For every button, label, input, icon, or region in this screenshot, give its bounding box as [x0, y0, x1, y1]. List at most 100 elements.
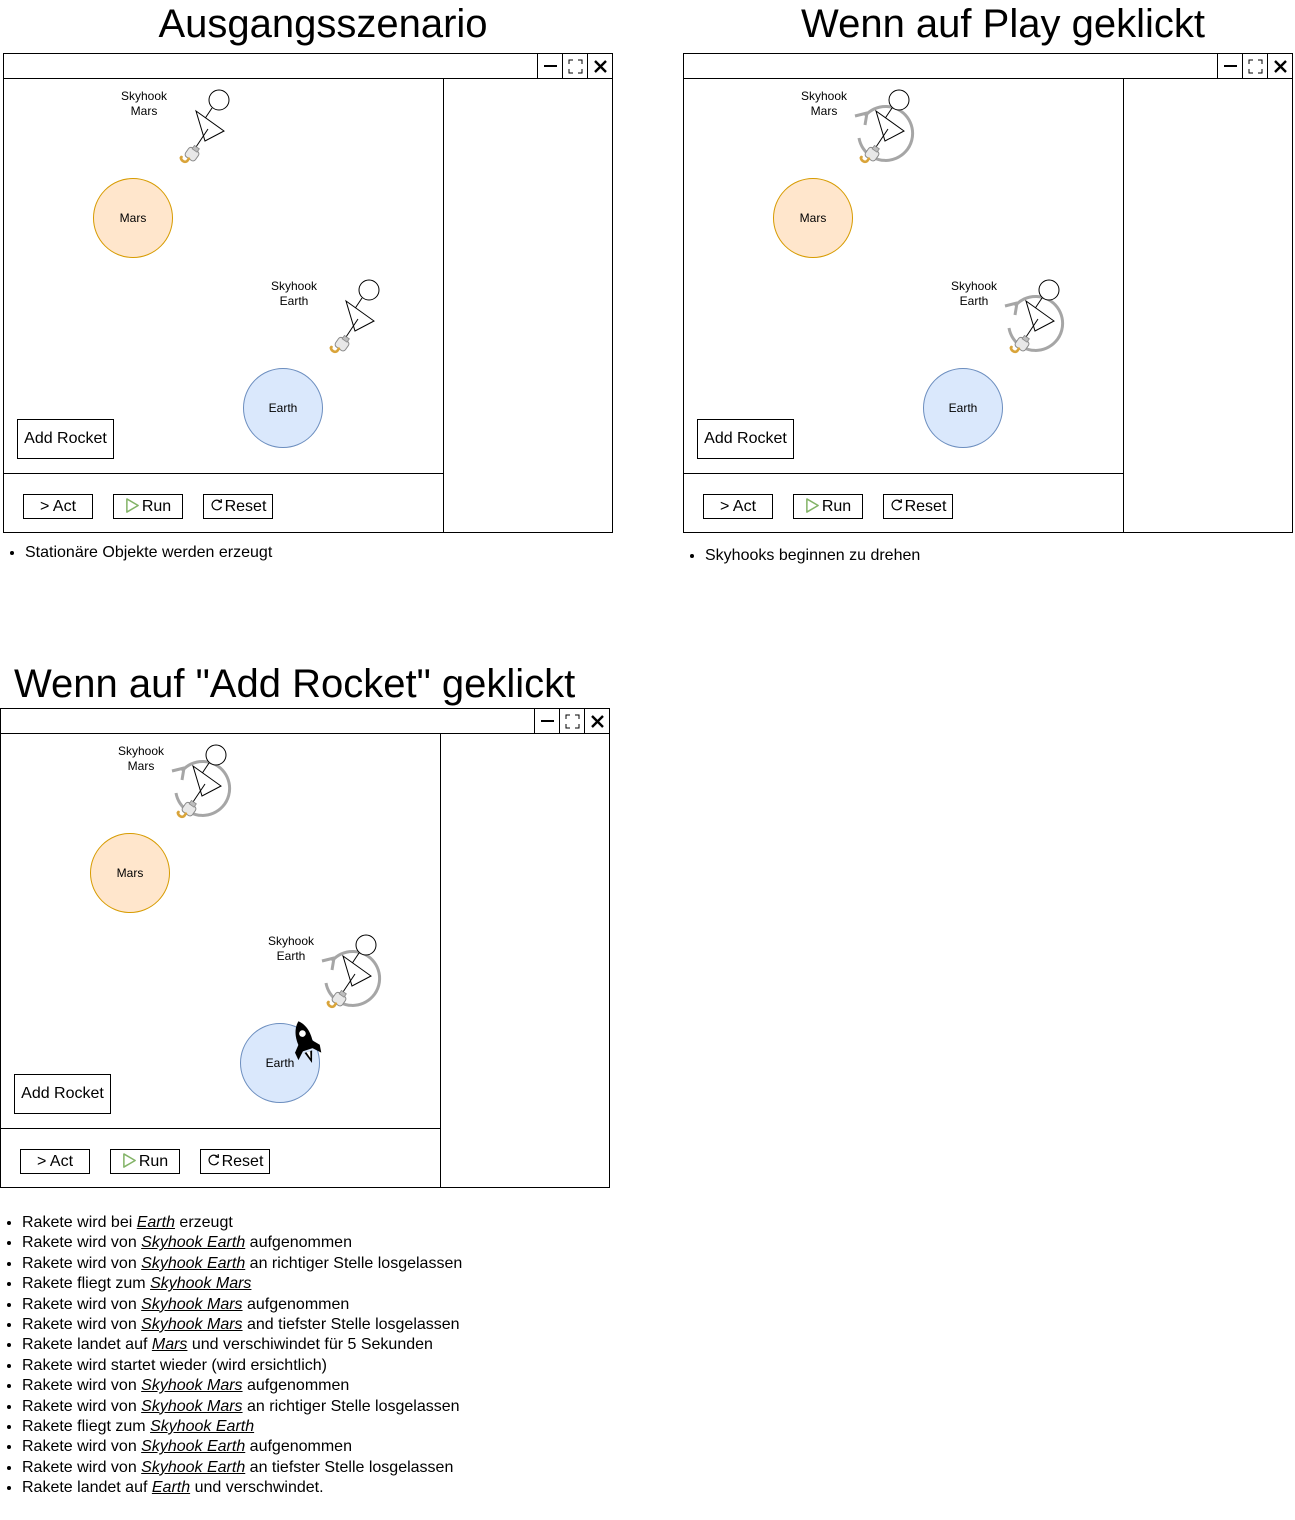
minimize-icon: [541, 720, 554, 722]
skyhook-counterweight: [205, 744, 227, 766]
note-item: Rakete wird von Skyhook Mars and tiefste…: [22, 1315, 462, 1335]
close-icon: [591, 715, 604, 728]
note-text: und verschiwindet für 5 Sekunden: [187, 1336, 433, 1354]
note-item: Rakete wird von Skyhook Mars an richtige…: [22, 1397, 462, 1417]
run-button-label: Run: [141, 498, 172, 515]
maximize-button[interactable]: [562, 54, 587, 78]
skyhook-graphic: [321, 934, 382, 1009]
note-item: Rakete wird von Skyhook Mars aufgenommen: [22, 1295, 462, 1315]
behavior-notes: Rakete wird bei Earth erzeugtRakete wird…: [0, 1213, 462, 1499]
note-item: Rakete fliegt zum Skyhook Mars: [22, 1274, 462, 1294]
reset-button-label: Reset: [904, 498, 947, 515]
skyhook-triangle: [342, 954, 372, 987]
world-canvas: Skyhook Mars Mars Skyhook Earth: [1, 734, 441, 1129]
minimize-button[interactable]: [1217, 54, 1242, 78]
act-button[interactable]: > Act: [20, 1149, 90, 1174]
planet-earth: Earth: [923, 368, 1003, 448]
reset-icon: [211, 499, 222, 511]
close-button[interactable]: [1267, 54, 1292, 78]
note-reference: Mars: [151, 1336, 188, 1354]
maximize-icon: [1248, 59, 1263, 74]
skyhook-mars-label: Skyhook Mars: [800, 89, 848, 118]
simulation-window-panel: Skyhook Mars Mars Skyhook Earth: [0, 708, 610, 1188]
skyhook-earth-label: Skyhook Earth: [267, 934, 315, 963]
run-button[interactable]: Run: [110, 1149, 180, 1174]
behavior-notes: Stationäre Objekte werden erzeugt: [3, 543, 272, 563]
hook-icon: [329, 334, 350, 354]
close-button[interactable]: [584, 709, 609, 733]
note-item: Skyhooks beginnen zu drehen: [705, 546, 920, 566]
skyhook-earth: [982, 273, 1082, 373]
skyhook-earth: [302, 273, 402, 373]
maximize-icon: [568, 59, 583, 74]
close-button[interactable]: [587, 54, 612, 78]
reset-button-label: Reset: [224, 498, 267, 515]
reset-button[interactable]: Reset: [883, 494, 953, 519]
note-item: Rakete wird von Skyhook Mars aufgenommen: [22, 1376, 462, 1396]
simulation-window: Skyhook Mars Mars Skyhook Earth Earth Add …: [3, 53, 613, 533]
act-button-label: > Act: [39, 498, 77, 515]
simulation-window: Skyhook Mars Mars Skyhook Earth: [683, 53, 1293, 533]
note-text: Rakete wird bei: [22, 1214, 137, 1231]
behavior-notes: Skyhooks beginnen zu drehen: [683, 546, 920, 566]
note-reference: Skyhook Mars: [141, 1397, 243, 1415]
skyhook-graphic: [1004, 279, 1065, 354]
maximize-button[interactable]: [1242, 54, 1267, 78]
note-item: Rakete wird von Skyhook Earth an richtig…: [22, 1254, 462, 1274]
note-text: Rakete landet auf: [22, 1336, 152, 1354]
note-item: Rakete wird von Skyhook Earth aufgenomme…: [22, 1437, 462, 1457]
note-text: Rakete wird von: [22, 1316, 142, 1334]
skyhook-mars-label: Skyhook Mars: [117, 744, 165, 773]
minimize-button[interactable]: [537, 54, 562, 78]
note-item: Rakete fliegt zum Skyhook Earth: [22, 1417, 462, 1437]
world-canvas: Skyhook Mars Mars Skyhook Earth Earth Add …: [4, 79, 444, 474]
run-button[interactable]: Run: [113, 494, 183, 519]
hook-icon: [176, 799, 197, 819]
simulation-window-panel: Skyhook Mars Mars Skyhook Earth: [683, 53, 1293, 533]
skyhook-triangle: [192, 764, 222, 797]
minimize-button[interactable]: [534, 709, 559, 733]
run-button[interactable]: Run: [793, 494, 863, 519]
add-rocket-button[interactable]: Add Rocket: [17, 419, 114, 459]
reset-icon: [891, 499, 902, 511]
note-text: aufgenommen: [245, 1438, 352, 1456]
skyhook-mars: [149, 738, 249, 838]
skyhook-graphic: [171, 744, 232, 819]
maximize-button[interactable]: [559, 709, 584, 733]
skyhook-counterweight: [1038, 279, 1060, 301]
panel-title: Wenn auf Play geklickt: [801, 2, 1205, 46]
note-text: an richtiger Stelle losgelassen: [245, 1254, 463, 1272]
play-icon: [805, 497, 819, 513]
note-text: Rakete wird startet wieder (wird ersicht…: [22, 1356, 327, 1374]
note-text: Stationäre Objekte werden erzeugt: [25, 544, 273, 561]
act-button-label: > Act: [719, 498, 757, 515]
skyhook-mars: [152, 83, 252, 183]
act-button[interactable]: > Act: [23, 494, 93, 519]
reset-button[interactable]: Reset: [200, 1149, 270, 1174]
hook-icon: [1009, 334, 1030, 354]
note-text: and tiefster Stelle losgelassen: [242, 1316, 460, 1334]
note-item: Rakete landet auf Mars und verschiwindet…: [22, 1335, 462, 1355]
note-text: Rakete wird von: [22, 1377, 142, 1395]
add-rocket-button[interactable]: Add Rocket: [14, 1074, 111, 1114]
side-panel: [441, 734, 609, 1187]
act-button[interactable]: > Act: [703, 494, 773, 519]
hook-icon: [859, 144, 880, 164]
note-text: Rakete landet auf: [22, 1479, 152, 1497]
add-rocket-button[interactable]: Add Rocket: [697, 419, 794, 459]
skyhook-triangle: [875, 109, 905, 142]
note-reference: Skyhook Mars: [141, 1316, 243, 1334]
reset-button[interactable]: Reset: [203, 494, 273, 519]
note-reference: Skyhook Mars: [141, 1295, 243, 1313]
rocket-icon: [295, 1021, 322, 1064]
reset-icon: [208, 1154, 219, 1166]
note-reference: Skyhook Mars: [141, 1377, 243, 1395]
skyhook-graphic: [329, 279, 380, 354]
note-reference: Skyhook Earth: [141, 1438, 246, 1456]
window-titlebar: [4, 54, 612, 79]
note-text: Skyhooks beginnen zu drehen: [705, 547, 921, 564]
window-titlebar: [684, 54, 1292, 79]
skyhook-counterweight: [888, 89, 910, 111]
note-text: erzeugt: [174, 1214, 233, 1231]
note-text: an tiefster Stelle losgelassen: [245, 1458, 454, 1476]
